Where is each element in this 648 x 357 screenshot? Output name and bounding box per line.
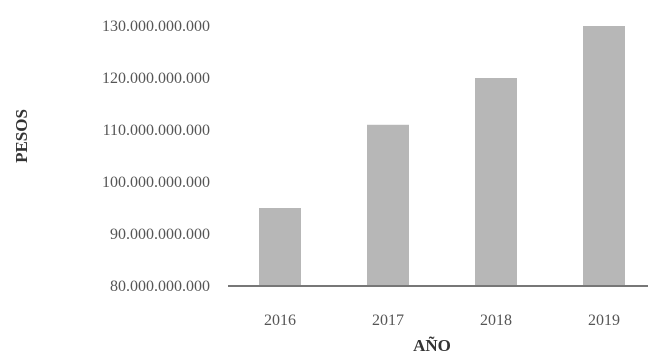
x-tick-label: 2017 [372, 312, 404, 329]
bar-2018 [475, 78, 517, 286]
x-axis-ticks: 2016 2017 2018 2019 [264, 312, 620, 329]
bar-2017 [367, 124, 409, 286]
x-tick-label: 2019 [588, 312, 620, 329]
y-axis-title: PESOS [12, 109, 31, 163]
y-axis-ticks: 80.000.000.000 90.000.000.000 100.000.000.… [102, 18, 210, 295]
y-tick-label: 110.000.000.000 [103, 122, 210, 139]
x-tick-label: 2018 [480, 312, 512, 329]
bar-2016 [259, 208, 301, 286]
y-tick-label: 120.000.000.000 [102, 70, 210, 87]
bars [259, 26, 625, 286]
x-axis-title: AÑO [413, 336, 451, 355]
bar-2019 [583, 26, 625, 286]
y-tick-label: 100.000.000.000 [102, 174, 210, 191]
y-tick-label: 80.000.000.000 [110, 278, 210, 295]
x-tick-label: 2016 [264, 312, 296, 329]
y-tick-label: 130.000.000.000 [102, 18, 210, 35]
y-tick-label: 90.000.000.000 [110, 226, 210, 243]
